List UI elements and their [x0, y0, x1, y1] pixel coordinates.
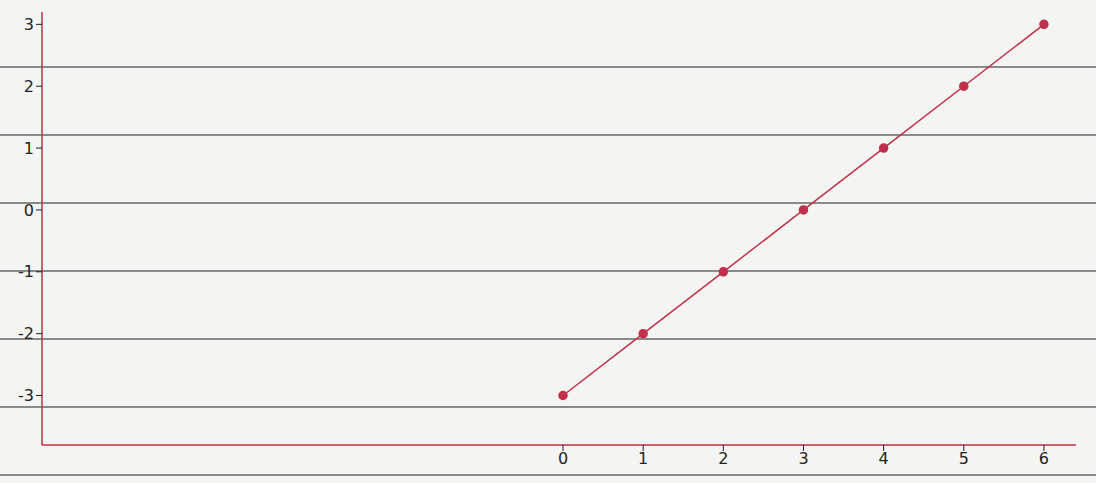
svg-text:1: 1 — [638, 449, 648, 468]
svg-text:1: 1 — [24, 139, 34, 158]
svg-text:-3: -3 — [18, 386, 34, 405]
svg-text:6: 6 — [1039, 449, 1049, 468]
svg-text:5: 5 — [959, 449, 969, 468]
svg-text:-2: -2 — [18, 324, 34, 343]
svg-text:3: 3 — [798, 449, 808, 468]
svg-text:0: 0 — [24, 201, 34, 220]
svg-text:2: 2 — [718, 449, 728, 468]
svg-text:3: 3 — [24, 15, 34, 34]
svg-text:0: 0 — [558, 449, 568, 468]
svg-text:4: 4 — [879, 449, 889, 468]
svg-text:2: 2 — [24, 77, 34, 96]
svg-text:-1: -1 — [18, 262, 34, 281]
